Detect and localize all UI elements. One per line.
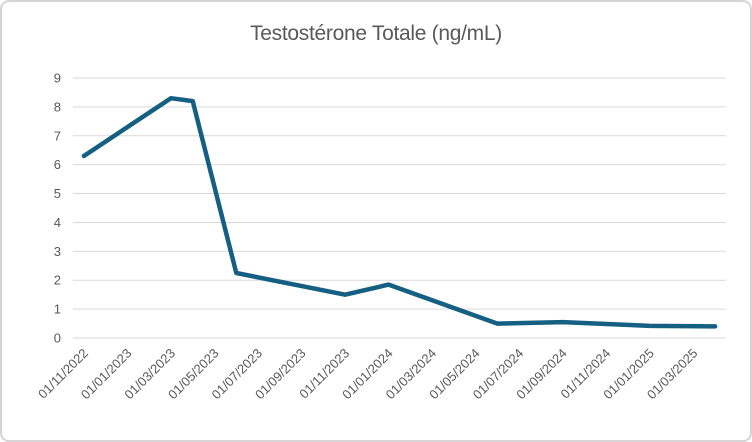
testosterone-line-series xyxy=(81,95,718,329)
y-axis-tick-label: 5 xyxy=(54,186,61,201)
y-axis-tick-label: 9 xyxy=(54,71,61,86)
y-axis-tick-label: 7 xyxy=(54,128,61,143)
y-axis-tick-label: 0 xyxy=(54,331,61,346)
y-axis-tick-label: 4 xyxy=(54,215,61,230)
y-axis-tick-label: 2 xyxy=(54,273,61,288)
y-axis-tick-label: 6 xyxy=(54,157,61,172)
y-axis-tick-label: 1 xyxy=(54,302,61,317)
y-axis-tick-label: 8 xyxy=(54,99,61,114)
y-axis-tick-label: 3 xyxy=(54,244,61,259)
